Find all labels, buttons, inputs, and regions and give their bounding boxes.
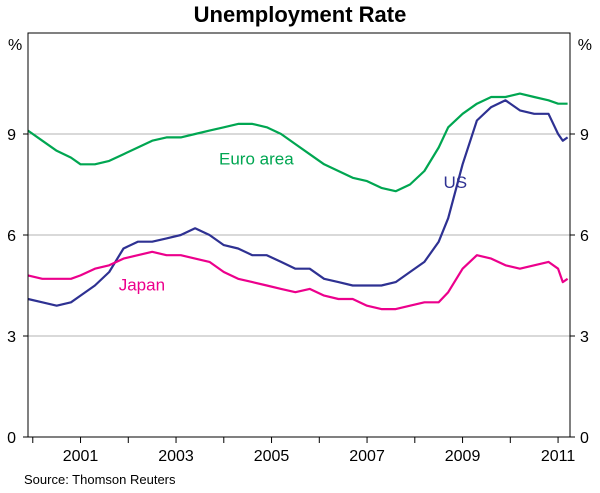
y-tick-left-3: 3	[7, 329, 16, 346]
y-tick-left-0: 0	[7, 430, 16, 447]
series-line-japan	[27, 250, 569, 311]
series-label-us: US	[443, 173, 467, 192]
series-line-euro-area	[27, 92, 568, 193]
x-tick-2003: 2003	[158, 448, 194, 465]
y-tick-right-3: 3	[580, 329, 589, 346]
y-tick-left-6: 6	[7, 228, 16, 245]
x-tick-2005: 2005	[254, 448, 290, 465]
y-tick-right-6: 6	[580, 228, 589, 245]
series-group	[27, 92, 569, 311]
series-labels: Euro area US Japan	[119, 149, 467, 294]
x-tick-2001: 2001	[63, 448, 99, 465]
y-tick-right-9: 9	[580, 127, 589, 144]
x-tick-2011: 2011	[541, 448, 576, 465]
y-tick-right-0: 0	[580, 430, 589, 447]
y-unit-right: %	[578, 37, 592, 54]
axes: 0 0 3 3 6 6 9 9 2001 2003 2005 2007 2009 2011	[7, 32, 589, 465]
source-note: Source: Thomson Reuters	[24, 472, 176, 487]
x-tick-2009: 2009	[445, 448, 481, 465]
chart-title: Unemployment Rate	[194, 2, 407, 27]
y-tick-left-9: 9	[7, 127, 16, 144]
series-line-us	[27, 99, 569, 307]
y-unit-left: %	[8, 37, 22, 54]
series-label-euro-area: Euro area	[219, 149, 294, 168]
series-label-japan: Japan	[119, 276, 165, 295]
x-tick-2007: 2007	[349, 448, 385, 465]
grid	[28, 133, 570, 337]
